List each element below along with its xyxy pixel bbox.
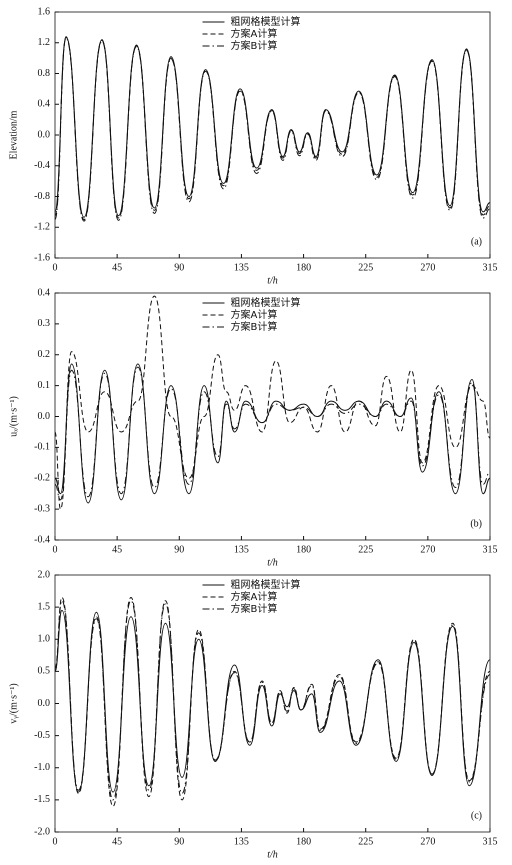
y-axis-label: uₓ/(m·s⁻¹) — [8, 396, 19, 437]
series-line — [54, 363, 491, 504]
x-tick-label: 45 — [112, 262, 122, 273]
y-tick-label: -1.5 — [34, 794, 50, 805]
x-tick-label: 135 — [234, 544, 249, 555]
y-tick-label: -0.8 — [34, 191, 50, 202]
y-axis-label: vᵧ/(m·s⁻¹) — [8, 683, 19, 723]
x-tick-label: 315 — [483, 836, 498, 847]
x-tick-label: 135 — [234, 262, 249, 273]
panel-label: (a) — [471, 236, 482, 247]
y-tick-label: 0.4 — [38, 287, 51, 298]
x-tick-label: 0 — [53, 262, 58, 273]
panel: -0.4 -0.3 -0.2 -0.1 0.0 0.1 0.2 0.3 0.4 0 45 90 135 1… — [8, 287, 497, 568]
x-tick-label: 180 — [296, 836, 311, 847]
legend-label: 方案B计算 — [231, 39, 278, 52]
legend-label: 方案B计算 — [231, 602, 278, 615]
x-tick-label: 135 — [234, 836, 249, 847]
panel-label: (c) — [471, 810, 482, 821]
y-tick-label: -1.6 — [34, 252, 50, 263]
x-tick-label: 270 — [420, 262, 435, 273]
legend-label: 粗网格模型计算 — [231, 296, 301, 309]
legend-label: 方案B计算 — [231, 320, 278, 333]
x-tick-label: 45 — [112, 544, 122, 555]
x-tick-label: 225 — [358, 836, 373, 847]
series-line — [54, 37, 491, 222]
series-line — [54, 36, 491, 221]
panel-label: (b) — [470, 518, 482, 529]
series-line — [54, 36, 491, 218]
y-tick-label: 1.5 — [38, 601, 51, 612]
x-axis-label: t/h — [267, 275, 278, 286]
x-tick-label: 225 — [358, 262, 373, 273]
series-line — [54, 366, 491, 501]
y-tick-label: -0.3 — [34, 503, 50, 514]
panel: -2.0 -1.5 -1.0 -0.5 0.0 0.5 1.0 1.5 2.0 0 45 90 135 1… — [8, 569, 497, 860]
x-tick-label: 315 — [483, 262, 498, 273]
legend-label: 粗网格模型计算 — [231, 578, 301, 591]
y-tick-label: -0.2 — [34, 473, 50, 484]
y-tick-label: 0.0 — [38, 411, 51, 422]
y-tick-label: 0.8 — [38, 68, 51, 79]
x-tick-label: 180 — [296, 262, 311, 273]
x-tick-label: 90 — [174, 544, 184, 555]
x-tick-label: 0 — [53, 836, 58, 847]
y-tick-label: -2.0 — [34, 826, 50, 837]
legend-label: 粗网格模型计算 — [231, 15, 301, 28]
x-tick-label: 90 — [174, 836, 184, 847]
legend-label: 方案A计算 — [231, 308, 278, 321]
y-tick-label: 0.0 — [38, 129, 51, 140]
y-tick-label: -0.1 — [34, 442, 50, 453]
y-tick-label: -0.4 — [34, 160, 50, 171]
y-tick-label: 1.0 — [38, 634, 51, 645]
x-axis-label: t/h — [267, 557, 278, 568]
x-tick-label: 0 — [53, 544, 58, 555]
y-tick-label: 0.5 — [38, 666, 51, 677]
x-tick-label: 90 — [174, 262, 184, 273]
series-line — [54, 609, 491, 793]
y-tick-label: -0.4 — [34, 534, 50, 545]
x-tick-label: 315 — [483, 544, 498, 555]
panel: -1.6 -1.2 -0.8 -0.4 0.0 0.4 0.8 1.2 1.6 0 45 90 135 1… — [8, 6, 497, 286]
y-tick-label: 2.0 — [38, 569, 51, 580]
y-tick-label: 0.3 — [38, 318, 51, 329]
y-tick-label: 0.0 — [38, 698, 51, 709]
legend-label: 方案A计算 — [231, 590, 278, 603]
x-axis-label: t/h — [267, 849, 278, 860]
x-tick-label: 270 — [420, 836, 435, 847]
y-axis-label: Elevation/m — [8, 110, 19, 159]
series-line — [54, 596, 491, 807]
x-tick-label: 225 — [358, 544, 373, 555]
y-tick-label: 0.1 — [38, 380, 51, 391]
series-line — [54, 295, 491, 510]
y-tick-label: -1.0 — [34, 762, 50, 773]
y-tick-label: 0.4 — [38, 99, 51, 110]
x-tick-label: 180 — [296, 544, 311, 555]
series-line — [54, 600, 491, 801]
y-tick-label: 0.2 — [38, 349, 51, 360]
y-tick-label: -0.5 — [34, 730, 50, 741]
y-tick-label: 1.2 — [38, 37, 51, 48]
y-tick-label: 1.6 — [38, 6, 51, 17]
legend-label: 方案A计算 — [231, 27, 278, 40]
x-tick-label: 45 — [112, 836, 122, 847]
x-tick-label: 270 — [420, 544, 435, 555]
y-tick-label: -1.2 — [34, 222, 50, 233]
